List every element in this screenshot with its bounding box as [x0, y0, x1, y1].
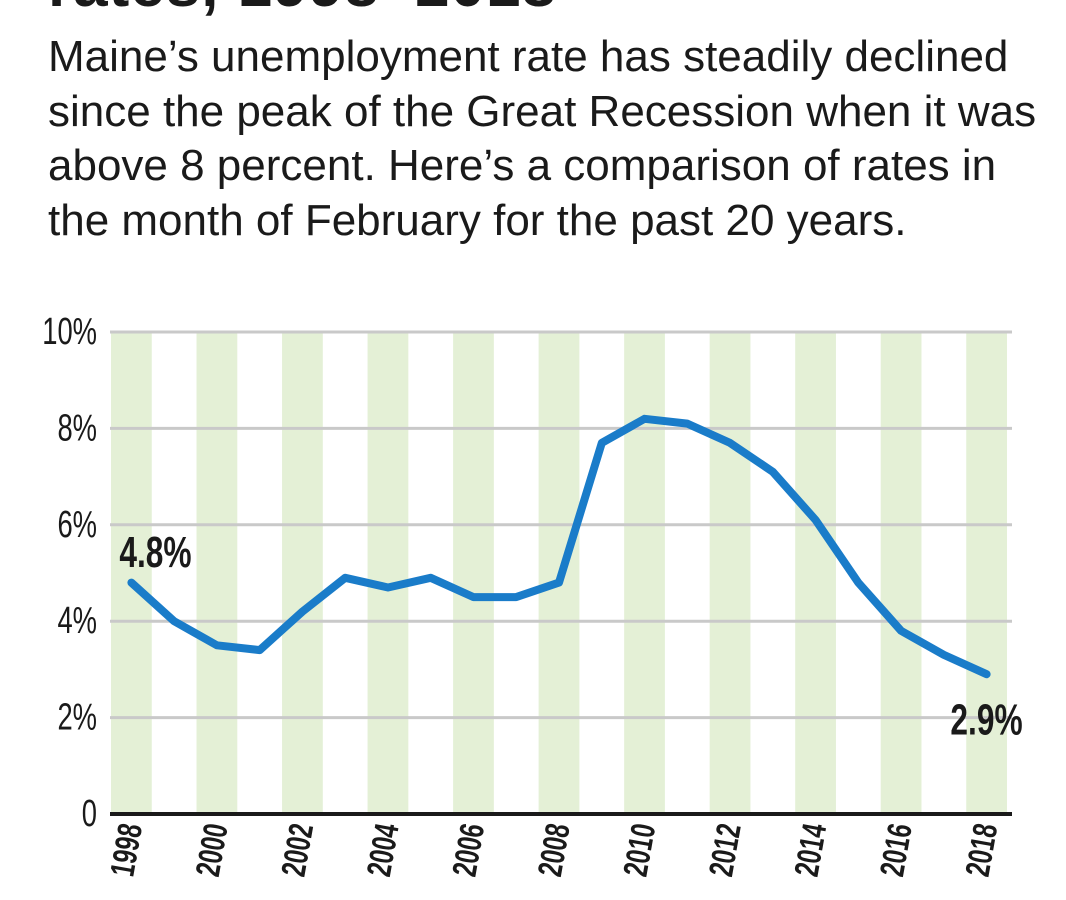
data-point: [298, 608, 306, 616]
gridlines: [110, 330, 1012, 816]
year-band: [453, 332, 494, 814]
annotation-label: 2.9%: [950, 696, 1022, 745]
data-point: [983, 670, 991, 678]
x-tick-label: 2014: [788, 820, 835, 879]
data-point: [341, 574, 349, 582]
y-tick-label: 10%: [42, 311, 97, 353]
data-point: [769, 468, 777, 476]
data-point: [384, 583, 392, 591]
data-point: [512, 593, 520, 601]
data-point: [427, 574, 435, 582]
year-band: [282, 332, 323, 814]
data-point: [897, 627, 905, 635]
annotations: 4.8% 2.9%: [119, 528, 1022, 745]
data-point: [683, 420, 691, 428]
y-axis: 0 2% 4% 6% 8% 10%: [42, 311, 97, 835]
x-tick-label: 2002: [274, 821, 321, 880]
x-tick-label: 2004: [360, 820, 407, 879]
year-bands: [111, 332, 1007, 814]
data-point: [641, 415, 649, 423]
year-band: [709, 332, 751, 814]
data-point: [127, 579, 135, 587]
data-point: [726, 439, 734, 447]
x-tick-label: 2016: [873, 821, 920, 880]
series-line: [127, 414, 991, 679]
year-band: [880, 332, 922, 814]
x-tick-label: 2006: [445, 821, 492, 880]
year-band: [966, 332, 1007, 814]
data-point: [854, 579, 862, 587]
annotation-label: 4.8%: [119, 528, 191, 577]
x-tick-label: 2012: [702, 821, 749, 880]
chart-title: rates, 1998–2018: [48, 0, 557, 21]
data-point: [555, 579, 563, 587]
y-tick-label: 0: [82, 793, 97, 835]
data-point: [170, 617, 178, 625]
x-tick-label: 2018: [959, 821, 1006, 880]
y-tick-label: 2%: [57, 696, 97, 738]
data-point: [213, 641, 221, 649]
data-point: [256, 646, 264, 654]
series-layer: [127, 414, 991, 679]
year-band: [624, 332, 665, 814]
y-tick-label: 8%: [57, 407, 97, 449]
y-tick-label: 6%: [57, 504, 97, 546]
x-axis: 1998 2000 2002 2004 2006 2008 2010 2012 2014 2016…: [103, 820, 1005, 879]
year-band: [795, 332, 836, 814]
x-tick-label: 1998: [103, 821, 150, 880]
year-band: [367, 332, 409, 814]
x-tick-label: 2008: [531, 821, 578, 880]
data-point: [940, 651, 948, 659]
y-tick-label: 4%: [57, 600, 97, 642]
year-band: [196, 332, 238, 814]
data-point: [469, 593, 477, 601]
x-tick-label: 2010: [617, 821, 664, 880]
data-point: [812, 516, 820, 524]
data-point: [598, 439, 606, 447]
chart-subtitle: Maine’s unemployment rate has steadily d…: [48, 32, 1037, 245]
x-tick-label: 2000: [189, 821, 236, 880]
year-band: [111, 332, 152, 814]
